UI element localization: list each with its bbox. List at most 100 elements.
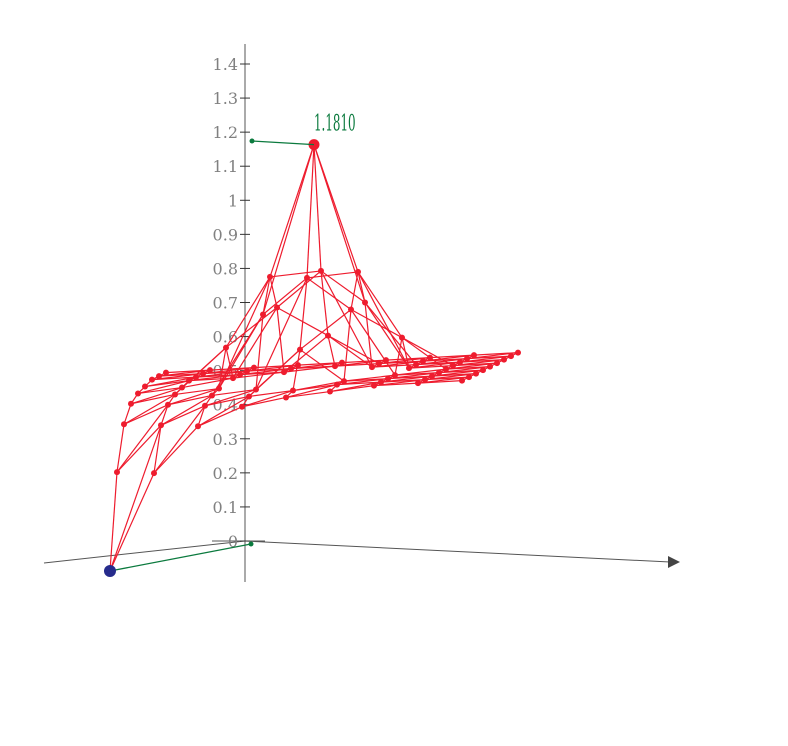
- surface-point: [165, 401, 171, 408]
- mesh-edge: [350, 308, 403, 339]
- surface-point: [327, 388, 333, 395]
- mesh-edge: [160, 404, 169, 426]
- mesh-edge: [276, 307, 285, 373]
- mesh-edge: [269, 276, 278, 308]
- surface-point: [216, 385, 222, 392]
- mesh-edge: [197, 395, 250, 427]
- mesh-edge: [241, 396, 287, 408]
- z-tick-label: 0.6: [213, 328, 238, 347]
- surface-point: [179, 384, 185, 391]
- mesh-edge: [255, 314, 264, 390]
- mesh-edge: [109, 425, 162, 572]
- mesh-edge: [225, 307, 278, 349]
- origin-point[interactable]: [104, 565, 116, 577]
- surface-point: [246, 393, 252, 400]
- mesh-edge: [364, 302, 373, 368]
- surface-point: [135, 390, 141, 397]
- z-tick-label: 0.8: [213, 259, 238, 278]
- surface-point: [459, 377, 465, 384]
- mesh-edge: [299, 309, 352, 351]
- surface-point: [369, 364, 375, 371]
- mesh-edge: [232, 307, 278, 379]
- surface-point: [436, 369, 442, 376]
- mesh-edge: [248, 389, 294, 398]
- mesh-edge: [350, 309, 396, 376]
- surface-point: [244, 368, 250, 375]
- surface-point: [121, 421, 127, 428]
- mesh-edge: [385, 357, 431, 361]
- mesh-edge: [123, 403, 132, 425]
- mesh-edge: [262, 144, 315, 315]
- mesh-edge: [197, 406, 243, 427]
- surface-point: [383, 357, 389, 364]
- mesh-edge: [197, 405, 206, 427]
- mesh-edge: [269, 144, 315, 278]
- mesh-edge: [327, 335, 336, 367]
- surface-point: [406, 365, 412, 372]
- mesh-edge: [160, 405, 206, 426]
- mesh-edge: [320, 270, 366, 303]
- surface-point: [385, 375, 391, 382]
- mesh-edge: [255, 277, 308, 390]
- mesh-edge: [473, 352, 519, 356]
- surface-point: [128, 400, 134, 407]
- mesh-edge: [401, 337, 410, 369]
- surface-point: [362, 299, 368, 306]
- mesh-edge: [429, 354, 475, 359]
- surface-point: [464, 355, 470, 362]
- surface-point: [158, 422, 164, 429]
- mesh-edge: [306, 277, 352, 310]
- mesh-edge: [357, 271, 366, 303]
- y-axis-arrow: [668, 556, 680, 568]
- mesh-edge: [109, 472, 155, 572]
- mesh-edge: [285, 384, 338, 399]
- surface-point: [399, 334, 405, 341]
- mesh-edge: [320, 270, 329, 336]
- surface-point: [149, 376, 155, 383]
- mesh-edge: [241, 389, 294, 408]
- z-tick-label: 0.3: [213, 430, 238, 449]
- mesh-edge: [364, 302, 417, 366]
- surface-point: [450, 362, 456, 369]
- z-tick-label: 1.4: [213, 55, 238, 74]
- mesh-edge: [116, 424, 125, 473]
- mesh-edge: [313, 144, 322, 271]
- surface-point: [480, 367, 486, 374]
- mesh-edge: [137, 380, 190, 395]
- surface-point: [230, 375, 236, 382]
- mesh-edge: [364, 302, 410, 369]
- surface-point: [339, 359, 345, 366]
- mesh-edge: [174, 387, 220, 396]
- surface-point: [290, 387, 296, 394]
- z-tick-label: 0.2: [213, 464, 238, 483]
- mesh-edge: [153, 425, 199, 474]
- surface-point: [288, 365, 294, 372]
- mesh-edge: [253, 364, 299, 369]
- mesh-edge: [204, 388, 257, 407]
- mesh-edge: [209, 367, 255, 371]
- surface-point: [200, 370, 206, 377]
- surface-point: [413, 361, 419, 368]
- surface-point: [515, 349, 521, 356]
- mesh-edge: [306, 271, 359, 279]
- surface-point: [427, 354, 433, 361]
- mesh-edge: [167, 394, 213, 406]
- surface-point: [334, 381, 340, 388]
- surface-point: [443, 366, 449, 373]
- axes: [43, 44, 680, 582]
- z-tick-label: 1.3: [213, 89, 238, 108]
- surface-point: [267, 273, 273, 280]
- surface-point: [274, 304, 280, 311]
- surface-point: [420, 358, 426, 365]
- surface-point: [355, 268, 361, 275]
- mesh-edge: [123, 393, 176, 425]
- surface-point: [378, 379, 384, 386]
- peak-label: 1.1810: [314, 112, 356, 137]
- z-tick-label: 1: [228, 191, 238, 210]
- surface-point: [163, 369, 169, 376]
- surface-point: [239, 403, 245, 410]
- mesh-edge: [123, 404, 169, 425]
- surface-point: [341, 378, 347, 385]
- surface-point: [209, 392, 215, 399]
